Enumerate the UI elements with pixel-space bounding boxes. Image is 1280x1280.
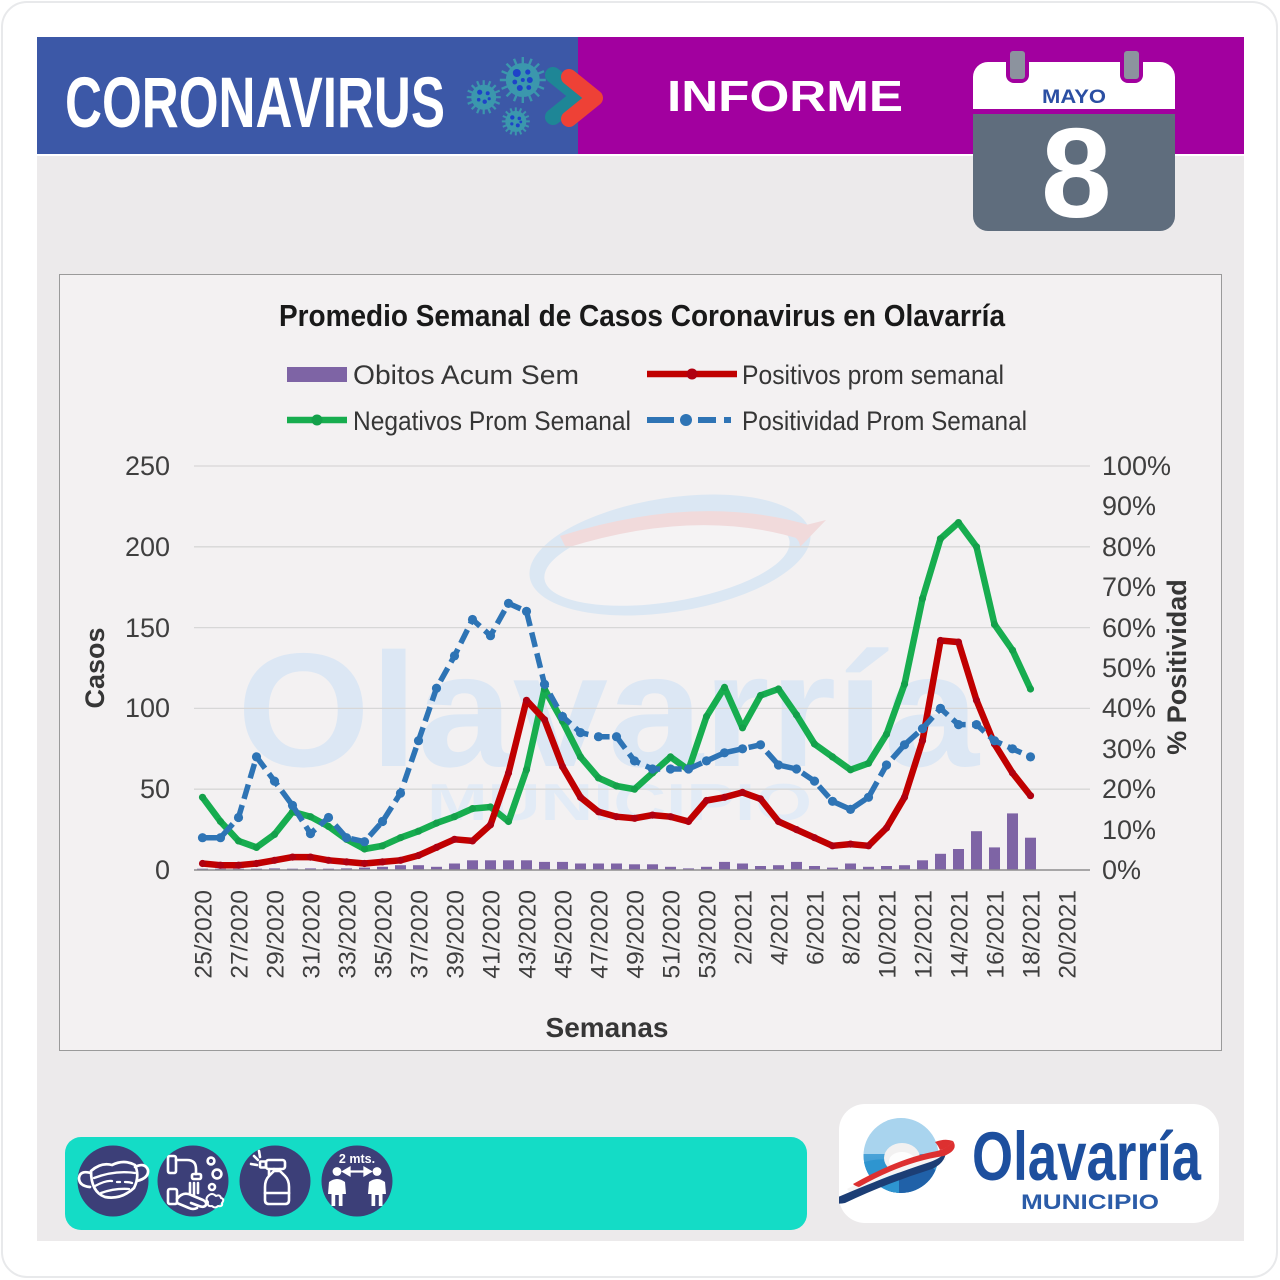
svg-text:Positividad Prom Semanal: Positividad Prom Semanal [742, 406, 1027, 436]
svg-text:20/2021: 20/2021 [1055, 890, 1082, 979]
svg-text:14/2021: 14/2021 [947, 890, 974, 979]
svg-text:0%: 0% [1102, 855, 1141, 885]
svg-text:200: 200 [125, 532, 170, 562]
svg-text:50%: 50% [1102, 653, 1156, 683]
svg-text:2 mts.: 2 mts. [339, 1152, 375, 1166]
svg-text:150: 150 [125, 613, 170, 643]
svg-text:8/2021: 8/2021 [839, 890, 866, 965]
svg-text:2/2021: 2/2021 [731, 890, 758, 965]
svg-text:MUNICIPIO: MUNICIPIO [1021, 1191, 1159, 1214]
svg-text:33/2020: 33/2020 [335, 890, 362, 979]
svg-text:30%: 30% [1102, 734, 1156, 764]
svg-text:16/2021: 16/2021 [983, 890, 1010, 979]
svg-text:90%: 90% [1102, 491, 1156, 521]
svg-text:37/2020: 37/2020 [407, 890, 434, 979]
svg-text:40%: 40% [1102, 693, 1156, 723]
svg-text:10/2021: 10/2021 [875, 890, 902, 979]
svg-text:Positivos prom semanal: Positivos prom semanal [742, 360, 1004, 390]
svg-text:Semanas: Semanas [546, 1012, 669, 1043]
svg-text:31/2020: 31/2020 [299, 890, 326, 979]
svg-text:39/2020: 39/2020 [443, 890, 470, 979]
svg-text:10%: 10% [1102, 815, 1156, 845]
svg-text:49/2020: 49/2020 [623, 890, 650, 979]
svg-text:12/2021: 12/2021 [911, 890, 938, 979]
svg-text:Promedio Semanal de Casos Coro: Promedio Semanal de Casos Coronavirus en… [279, 298, 1006, 333]
svg-text:8: 8 [1041, 102, 1112, 237]
svg-text:70%: 70% [1102, 572, 1156, 602]
svg-text:20%: 20% [1102, 774, 1156, 804]
svg-text:Obitos Acum Sem: Obitos Acum Sem [353, 360, 579, 390]
svg-text:0: 0 [155, 855, 170, 885]
svg-text:45/2020: 45/2020 [551, 890, 578, 979]
svg-text:25/2020: 25/2020 [191, 890, 218, 979]
svg-text:50: 50 [140, 774, 170, 804]
svg-text:60%: 60% [1102, 613, 1156, 643]
svg-text:41/2020: 41/2020 [479, 890, 506, 979]
svg-text:27/2020: 27/2020 [227, 890, 254, 979]
svg-text:51/2020: 51/2020 [659, 890, 686, 979]
svg-text:250: 250 [125, 451, 170, 481]
svg-text:53/2020: 53/2020 [695, 890, 722, 979]
svg-text:43/2020: 43/2020 [515, 890, 542, 979]
svg-text:4/2021: 4/2021 [767, 890, 794, 965]
svg-text:Casos: Casos [80, 627, 110, 708]
svg-text:MAYO: MAYO [1042, 87, 1106, 108]
svg-text:80%: 80% [1102, 532, 1156, 562]
svg-text:Olavarría: Olavarría [972, 1118, 1201, 1195]
svg-text:35/2020: 35/2020 [371, 890, 398, 979]
svg-text:INFORME: INFORME [667, 72, 903, 121]
svg-text:CORONAVIRUS: CORONAVIRUS [65, 64, 445, 143]
svg-text:MUNICIPIO: MUNICIPIO [427, 774, 812, 832]
svg-text:6/2021: 6/2021 [803, 890, 830, 965]
svg-text:Negativos Prom Semanal: Negativos Prom Semanal [353, 406, 631, 436]
svg-text:29/2020: 29/2020 [263, 890, 290, 979]
svg-text:47/2020: 47/2020 [587, 890, 614, 979]
svg-text:% Positividad: % Positividad [1162, 579, 1192, 755]
svg-text:18/2021: 18/2021 [1019, 890, 1046, 979]
svg-text:100%: 100% [1102, 451, 1171, 481]
svg-text:100: 100 [125, 693, 170, 723]
